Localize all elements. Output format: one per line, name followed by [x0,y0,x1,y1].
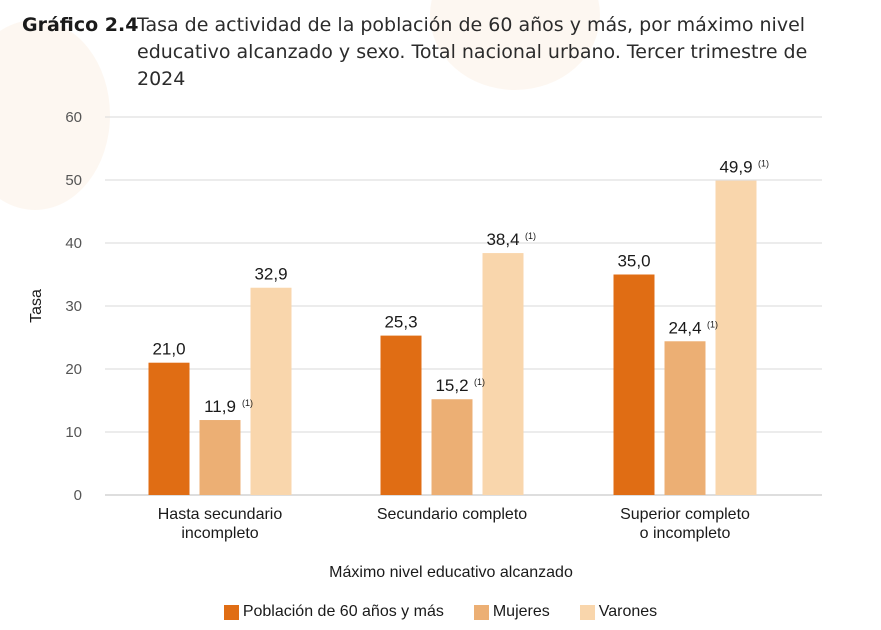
y-axis-ticks: 0 10 20 30 40 50 60 [65,109,82,504]
bars [148,180,757,495]
data-label: 24,4 [668,318,701,337]
y-axis-title: Tasa [28,289,45,323]
y-tick-label: 60 [65,109,82,126]
legend-item: Población de 60 años y más [223,603,444,621]
chart-title-block: Gráfico 2.4 Tasa de actividad de la pobl… [22,12,822,93]
category-labels: Hasta secundario incompleto Secundario com… [158,506,750,542]
data-label: 11,9 [204,397,236,416]
bar [250,287,292,495]
legend-label: Población de 60 años y más [242,603,444,620]
x-tick-label: Secundario completo [377,506,527,523]
bar-chart: 0 10 20 30 40 50 60 21,0 11,9 (1) 32,9 25,3 15,2 (1)… [28,109,822,581]
data-label: 49,9 [719,158,752,177]
bar [148,362,190,495]
data-label: 35,0 [617,252,650,271]
data-label: 25,3 [384,313,417,332]
data-label: 21,0 [152,340,185,359]
bar [482,253,524,495]
y-tick-label: 50 [65,172,82,189]
legend-swatch [579,604,595,620]
y-tick-label: 20 [65,361,82,378]
bar [199,420,241,495]
legend-item: Mujeres [473,603,550,621]
y-tick-label: 30 [65,298,82,315]
bar [715,180,757,495]
footnote-marker: (1) [707,319,718,329]
y-tick-label: 40 [65,235,82,252]
bar [380,335,422,495]
data-label: 32,9 [254,265,287,284]
x-axis-title: Máximo nivel educativo alcanzado [329,564,573,581]
legend-label: Varones [598,603,658,620]
footnote-marker: (1) [474,377,485,387]
bar [664,341,706,495]
bar [431,399,473,495]
y-tick-label: 10 [65,424,82,441]
data-label: 38,4 [486,230,519,249]
legend-swatch [473,604,489,620]
y-tick-label: 0 [74,487,82,504]
x-tick-label: Superior completo o incompleto [620,506,750,542]
legend-swatch [223,604,239,620]
chart-number-label: Gráfico 2.4 [22,14,139,36]
footnote-marker: (1) [525,231,536,241]
footnote-marker: (1) [758,159,769,169]
data-labels: 21,0 11,9 (1) 32,9 25,3 15,2 (1) 38,4 (1) 35,0 24,… [152,158,769,416]
legend-item: Varones [579,603,658,621]
legend: Población de 60 años y más Mujeres Varones [0,603,881,621]
footnote-marker: (1) [242,398,253,408]
chart-title: Tasa de actividad de la población de 60 … [137,14,808,90]
x-tick-label: Hasta secundario incompleto [158,506,283,542]
bar [613,274,655,495]
data-label: 15,2 [435,376,468,395]
legend-label: Mujeres [492,603,550,620]
